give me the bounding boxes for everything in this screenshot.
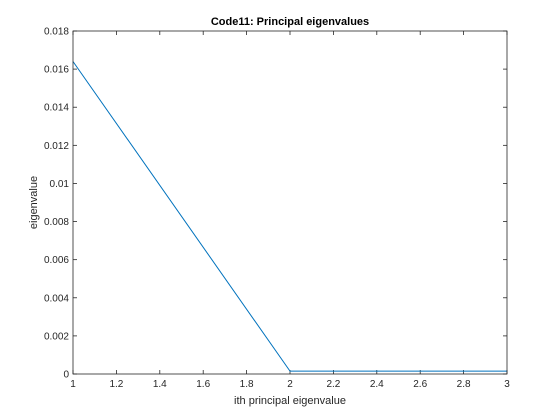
x-tick-label: 2.6 [413,379,427,390]
x-axis-title: ith principal eigenvalue [234,395,346,407]
y-tick-label: 0.018 [44,27,69,38]
y-tick-label: 0.01 [50,179,70,190]
y-tick-label: 0.016 [44,65,69,76]
y-axis-title: eigenvalue [28,176,40,229]
x-axis-ticks: 1 1.2 1.4 1.6 1.8 2 2.2 2.4 2.6 2.8 3 [70,31,510,390]
y-tick-label: 0.004 [44,293,69,304]
y-tick-label: 0 [63,370,69,381]
plot-area [73,31,507,374]
x-tick-label: 2.2 [326,379,340,390]
x-tick-label: 2 [287,379,293,390]
y-axis-ticks: 0 0.002 0.004 0.006 0.008 0.01 0.012 0.014 0.016… [44,27,507,381]
series-line [72,61,507,372]
y-tick-label: 0.002 [44,331,69,342]
y-tick-label: 0.008 [44,217,69,228]
x-tick-label: 1.2 [109,379,123,390]
series-group [72,61,507,372]
y-tick-label: 0.012 [44,141,69,152]
x-tick-label: 1.4 [153,379,167,390]
y-tick-label: 0.014 [44,103,69,114]
x-tick-label: 1.6 [196,379,210,390]
chart-title: Code11: Principal eigenvalues [211,16,369,28]
y-tick-label: 0.006 [44,255,69,266]
axes-box [72,30,508,375]
x-tick-label: 3 [504,379,510,390]
x-tick-label: 1 [70,379,76,390]
x-tick-label: 1.8 [240,379,254,390]
x-tick-label: 2.8 [457,379,471,390]
x-tick-label: 2.4 [370,379,384,390]
